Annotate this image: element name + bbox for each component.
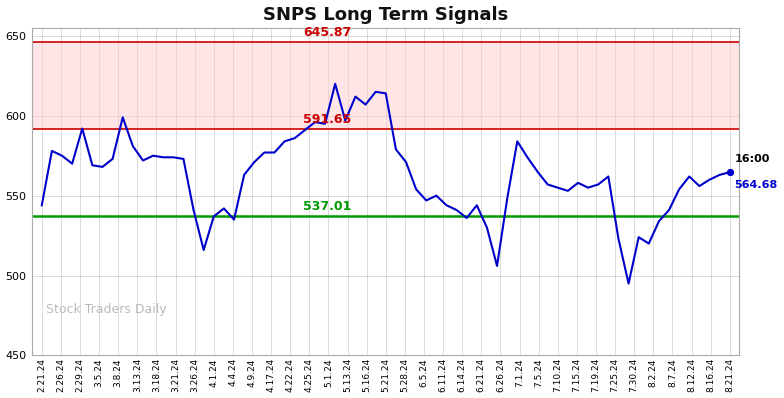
Text: 16:00: 16:00 (735, 154, 770, 164)
Text: 591.65: 591.65 (303, 113, 351, 126)
Text: Stock Traders Daily: Stock Traders Daily (46, 303, 167, 316)
Bar (32, 43, 739, 129)
Point (724, 169, 736, 176)
Text: 645.87: 645.87 (303, 26, 351, 39)
Text: 564.68: 564.68 (735, 180, 778, 190)
Title: SNPS Long Term Signals: SNPS Long Term Signals (263, 6, 508, 23)
Text: 537.01: 537.01 (303, 200, 351, 213)
